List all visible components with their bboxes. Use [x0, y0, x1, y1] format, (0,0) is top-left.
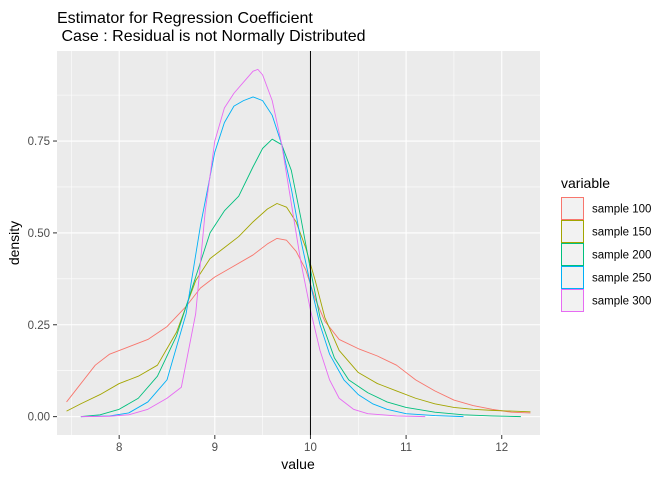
y-tick-label: 0.00 [28, 412, 50, 424]
legend-title: variable [561, 175, 610, 191]
chart-title-line1: Estimator for Regression Coefficient [57, 10, 313, 27]
x-axis-title: value [281, 456, 315, 472]
y-axis: 0.00 0.25 0.50 0.75 [28, 136, 57, 424]
legend: variable sample 100 sample 150 sample 200 s… [561, 175, 651, 312]
chart-title-line2: Case : Residual is not Normally Distribu… [57, 28, 366, 45]
legend-key-2 [561, 220, 584, 243]
plot-panel [57, 51, 540, 435]
legend-key-4 [561, 266, 584, 289]
legend-key-1 [561, 197, 584, 220]
x-tick-label: 11 [400, 442, 412, 454]
legend-key-5 [561, 289, 584, 312]
density-curve-2 [66, 203, 531, 413]
density-curve-4 [80, 96, 464, 418]
y-tick-label: 0.75 [28, 136, 50, 148]
legend-label-3: sample 200 [592, 250, 651, 262]
y-tick-label: 0.25 [28, 320, 50, 332]
x-tick-label: 12 [495, 442, 508, 454]
legend-label-1: sample 100 [592, 204, 651, 216]
y-tick-label: 0.50 [28, 228, 50, 240]
legend-key-3 [561, 243, 584, 266]
x-tick-label: 10 [304, 442, 317, 454]
legend-label-5: sample 300 [592, 296, 651, 308]
density-curve-1 [66, 237, 531, 414]
legend-label-2: sample 150 [592, 227, 651, 239]
x-tick-label: 9 [212, 442, 218, 454]
x-axis: 8 9 10 11 12 [116, 435, 508, 454]
density-curves [66, 68, 531, 418]
y-axis-title: density [6, 221, 22, 265]
density-curve-5 [80, 68, 426, 418]
minor-gridlines [57, 51, 540, 435]
x-tick-label: 8 [116, 442, 122, 454]
legend-label-4: sample 250 [592, 273, 651, 285]
